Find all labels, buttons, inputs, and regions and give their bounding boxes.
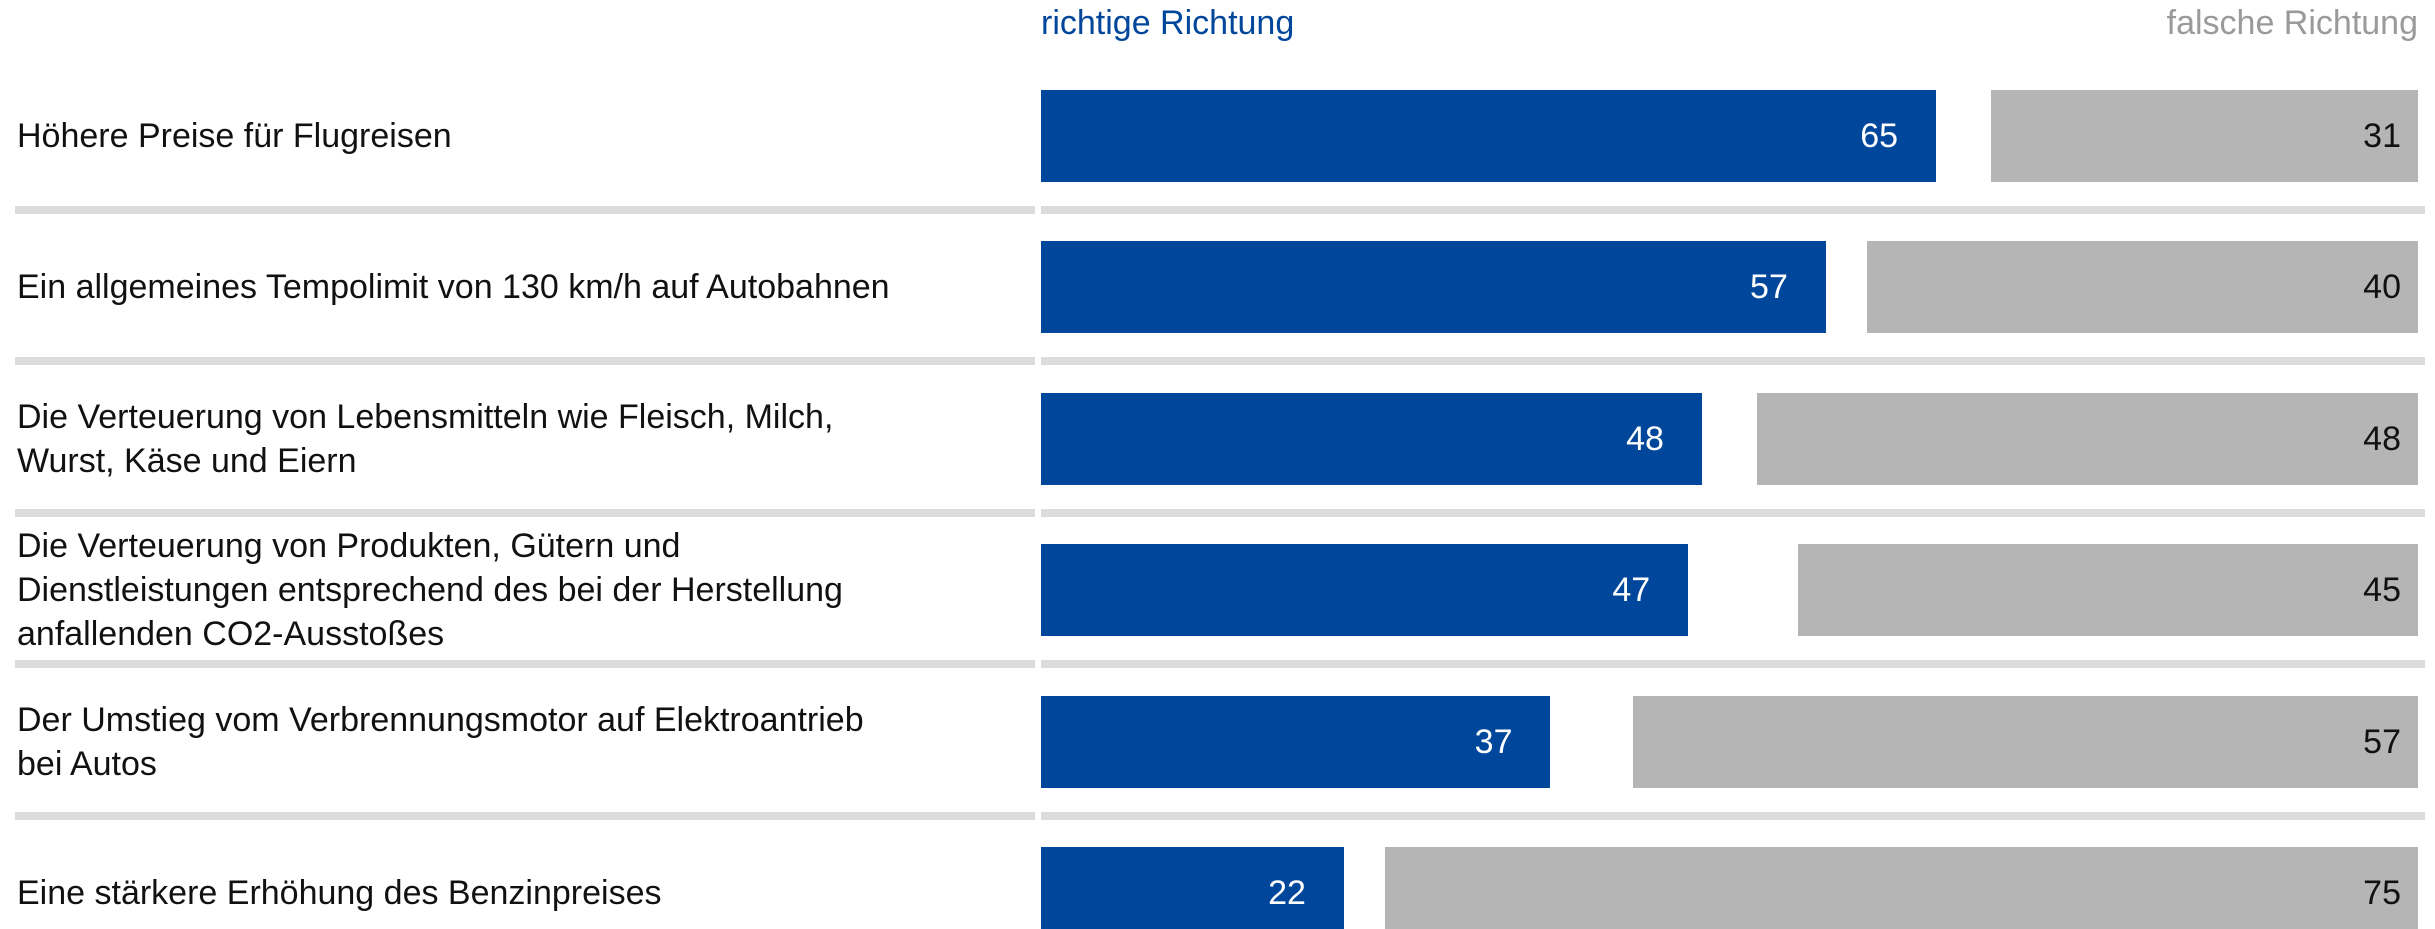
value-label: 45 — [2363, 571, 2401, 610]
bar — [1041, 695, 1551, 788]
value-label: 75 — [2363, 874, 2401, 912]
separator — [1041, 811, 2425, 820]
value-label: 31 — [2363, 117, 2401, 155]
category-label: Ein allgemeines Tempolimit von 130 km/h … — [17, 268, 890, 307]
bar — [1757, 392, 2418, 485]
category-label: Der Umstieg vom Verbrennungsmotor auf El… — [17, 700, 864, 783]
bar — [1041, 392, 1702, 485]
legend-entry: richtige Richtung — [1041, 4, 1295, 42]
bar — [1041, 544, 1689, 637]
separator — [15, 206, 1035, 214]
separator — [1041, 660, 2425, 669]
bar — [1041, 847, 1344, 929]
category-label: Eine stärkere Erhöhung des Benzinpreises — [17, 874, 662, 912]
value-label: 37 — [1474, 722, 1513, 761]
bar — [1991, 90, 2418, 182]
separator — [15, 508, 1035, 517]
value-label: 40 — [2363, 268, 2401, 307]
value-label: 22 — [1268, 874, 1306, 912]
legend-entry: falsche Richtung — [2166, 4, 2418, 42]
separator — [1041, 357, 2425, 366]
value-label: 47 — [1612, 571, 1651, 610]
bar — [1867, 241, 2418, 334]
separator — [15, 357, 1035, 366]
separator — [15, 660, 1035, 669]
bar — [1385, 847, 2418, 929]
value-label: 57 — [2363, 722, 2401, 761]
separator — [1041, 206, 2425, 214]
bar — [1041, 90, 1937, 182]
separator — [15, 811, 1035, 820]
separator — [1041, 508, 2425, 517]
bar — [1633, 695, 2418, 788]
value-label: 48 — [2363, 419, 2401, 458]
category-label: Die Verteuerung von Produkten, Gütern un… — [17, 527, 843, 654]
bar — [1041, 241, 1826, 334]
bar — [1798, 544, 2418, 637]
category-label: Die Verteuerung von Lebensmitteln wie Fl… — [17, 397, 834, 480]
value-label: 48 — [1626, 419, 1664, 458]
category-label: Höhere Preise für Flugreisen — [17, 117, 452, 155]
value-label: 65 — [1860, 117, 1899, 155]
value-label: 57 — [1750, 268, 1788, 307]
